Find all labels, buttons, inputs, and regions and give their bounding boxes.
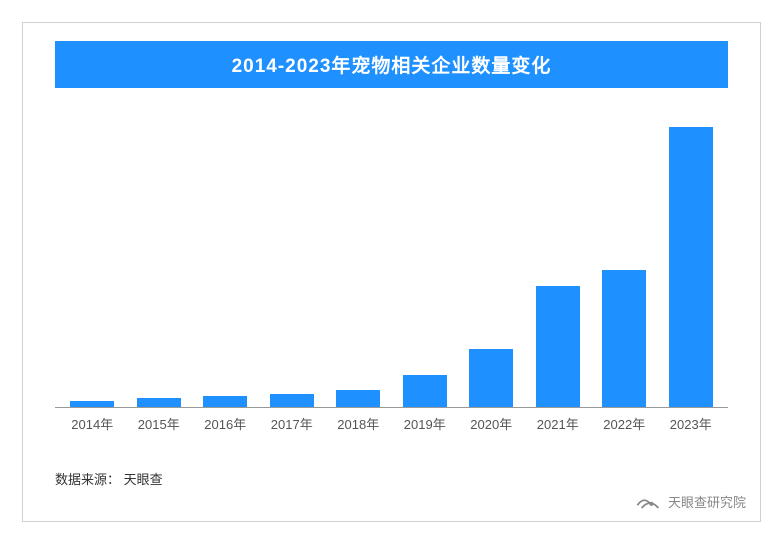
bar: [403, 375, 447, 407]
bar-group: [59, 401, 126, 407]
x-axis-label: 2018年: [325, 414, 392, 433]
bar-group: [192, 396, 259, 407]
watermark: 天眼查研究院: [636, 491, 746, 511]
x-axis-label: 2015年: [126, 414, 193, 433]
x-axis-label: 2020年: [458, 414, 525, 433]
eye-research-icon: [636, 491, 664, 511]
bar-group: [259, 394, 326, 407]
bar-group: [458, 349, 525, 407]
x-axis-labels: 2014年2015年2016年2017年2018年2019年2020年2021年…: [55, 414, 728, 433]
bar: [336, 390, 380, 407]
x-axis-label: 2022年: [591, 414, 658, 433]
x-axis-label: 2016年: [192, 414, 259, 433]
bar-group: [525, 286, 592, 408]
bar: [669, 127, 713, 407]
bar: [137, 398, 181, 408]
bar-group: [591, 270, 658, 407]
bar: [602, 270, 646, 407]
bar: [536, 286, 580, 408]
chart-title: 2014-2023年宠物相关企业数量变化: [55, 41, 728, 88]
bar: [70, 401, 114, 407]
bar: [203, 396, 247, 407]
x-axis-label: 2017年: [259, 414, 326, 433]
bar-group: [325, 390, 392, 407]
x-axis-label: 2021年: [525, 414, 592, 433]
source-value: 天眼查: [124, 472, 163, 487]
bar: [469, 349, 513, 407]
bar-group: [658, 127, 725, 407]
source-label: 数据来源：: [55, 472, 120, 487]
bar-group: [392, 375, 459, 407]
data-source: 数据来源： 天眼查: [55, 469, 728, 488]
chart-area: [55, 128, 728, 408]
bar-group: [126, 398, 193, 408]
watermark-text: 天眼查研究院: [668, 492, 746, 511]
x-axis-label: 2019年: [392, 414, 459, 433]
chart-container: 2014-2023年宠物相关企业数量变化 2014年2015年2016年2017…: [22, 22, 761, 522]
x-axis-label: 2014年: [59, 414, 126, 433]
x-axis-label: 2023年: [658, 414, 725, 433]
bar: [270, 394, 314, 407]
